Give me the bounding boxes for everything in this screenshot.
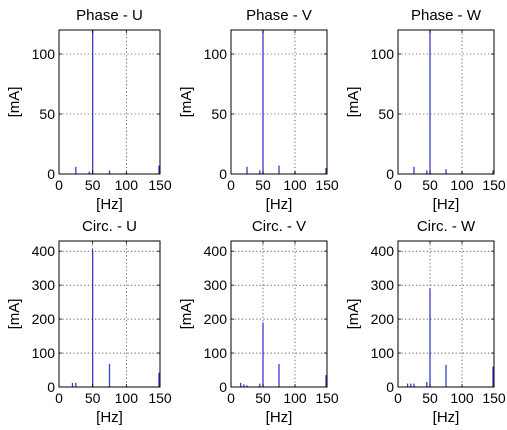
x-tick-label: 0 (55, 390, 63, 406)
axis-frame (230, 240, 328, 388)
y-axis-label: [mA] (178, 299, 195, 330)
chart-title: Phase - U (76, 7, 143, 24)
x-tick-label: 0 (394, 177, 402, 193)
y-tick-label: 400 (32, 243, 56, 259)
x-tick-label: 100 (450, 177, 474, 193)
y-tick-label: 200 (204, 311, 228, 327)
axis-frame (58, 29, 161, 175)
chart-title: Circ. - V (252, 218, 306, 235)
x-tick-label: 150 (148, 177, 172, 193)
x-axis-label: [Hz] (433, 409, 460, 426)
y-tick-label: 50 (211, 106, 227, 122)
x-tick-label: 100 (115, 390, 139, 406)
y-tick-label: 0 (386, 166, 394, 182)
y-tick-label: 100 (32, 46, 56, 62)
y-tick-label: 100 (371, 345, 395, 361)
y-tick-label: 50 (378, 106, 394, 122)
x-tick-label: 50 (255, 177, 271, 193)
y-tick-label: 300 (371, 277, 395, 293)
chart-title: Circ. - U (82, 218, 137, 235)
axis-frame (58, 240, 161, 388)
chart-panel-4: 0 50 100 150 0 100 200 300 400 Circ. - U [Hz] [mA] (6, 218, 172, 426)
y-tick-label: 300 (204, 277, 228, 293)
y-tick-label: 100 (204, 345, 228, 361)
x-tick-label: 100 (115, 177, 139, 193)
y-tick-label: 0 (219, 166, 227, 182)
y-tick-label: 200 (371, 311, 395, 327)
x-tick-label: 150 (315, 390, 339, 406)
x-axis-label: [Hz] (96, 196, 123, 213)
y-tick-label: 0 (219, 379, 227, 395)
x-tick-label: 50 (422, 177, 438, 193)
x-tick-label: 0 (227, 390, 235, 406)
x-tick-label: 150 (315, 177, 339, 193)
chart-title: Phase - W (411, 7, 482, 24)
y-tick-label: 400 (204, 243, 228, 259)
y-tick-label: 0 (47, 379, 55, 395)
axis-frame (397, 240, 495, 388)
chart-panel-1: 0 50 100 150 0 50 100 Phase - U [Hz] [mA] (6, 7, 172, 213)
y-tick-label: 50 (39, 106, 55, 122)
x-tick-label: 100 (283, 177, 307, 193)
chart-title: Phase - V (246, 7, 312, 24)
x-axis-label: [Hz] (96, 409, 123, 426)
x-tick-label: 0 (55, 177, 63, 193)
y-tick-label: 0 (47, 166, 55, 182)
x-axis-label: [Hz] (433, 196, 460, 213)
x-axis-label: [Hz] (266, 196, 293, 213)
x-tick-label: 0 (394, 390, 402, 406)
x-tick-label: 50 (85, 390, 101, 406)
x-axis-label: [Hz] (266, 409, 293, 426)
x-tick-label: 50 (422, 390, 438, 406)
y-axis-label: [mA] (178, 87, 195, 118)
y-tick-label: 100 (32, 345, 56, 361)
chart-panel-2: 0 50 100 150 0 50 100 Phase - V [Hz] [mA] (178, 7, 339, 213)
y-tick-label: 100 (371, 46, 395, 62)
chart-title: Circ. - W (417, 218, 476, 235)
y-axis-label: [mA] (6, 299, 23, 330)
x-tick-label: 0 (227, 177, 235, 193)
y-tick-label: 0 (386, 379, 394, 395)
x-tick-label: 150 (148, 390, 172, 406)
axis-frame (397, 29, 495, 175)
y-tick-label: 100 (204, 46, 228, 62)
axis-frame (230, 29, 328, 175)
chart-panel-5: 0 50 100 150 0 100 200 300 400 Circ. - V [Hz] [mA] (178, 218, 339, 426)
y-tick-label: 400 (371, 243, 395, 259)
chart-panel-6: 0 50 100 150 0 100 200 300 400 Circ. - W [Hz] [mA] (345, 218, 506, 426)
x-tick-label: 150 (482, 390, 506, 406)
y-axis-label: [mA] (6, 87, 23, 118)
y-axis-label: [mA] (345, 87, 362, 118)
y-axis-label: [mA] (345, 299, 362, 330)
x-tick-label: 100 (283, 390, 307, 406)
y-tick-label: 300 (32, 277, 56, 293)
x-tick-label: 50 (255, 390, 271, 406)
x-tick-label: 100 (450, 390, 474, 406)
chart-panel-3: 0 50 100 150 0 50 100 Phase - W [Hz] [mA] (345, 7, 506, 213)
x-tick-label: 50 (85, 177, 101, 193)
x-tick-label: 150 (482, 177, 506, 193)
y-tick-label: 200 (32, 311, 56, 327)
